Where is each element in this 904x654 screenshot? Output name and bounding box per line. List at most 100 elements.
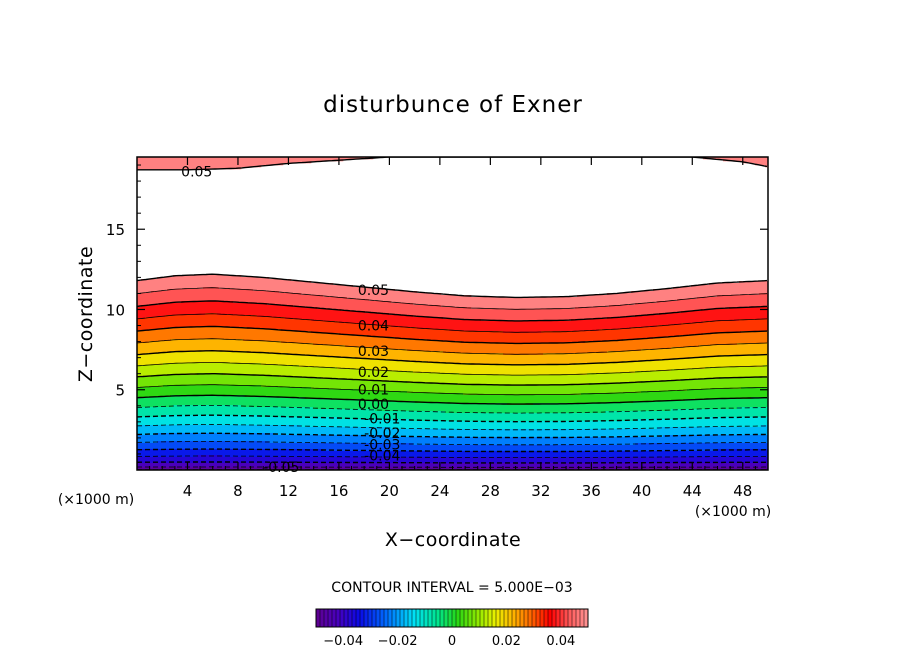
field-cell xyxy=(387,303,389,305)
field-cell xyxy=(265,293,267,295)
field-cell xyxy=(595,309,597,311)
field-cell xyxy=(695,287,697,289)
field-cell xyxy=(295,299,297,301)
field-cell xyxy=(353,313,355,315)
field-cell xyxy=(755,289,757,291)
field-cell xyxy=(431,311,433,313)
field-cell xyxy=(231,293,233,295)
field-cell xyxy=(617,311,619,313)
field-cell xyxy=(259,297,261,299)
field-cell xyxy=(449,299,451,301)
field-cell xyxy=(561,305,563,307)
field-cell xyxy=(365,301,367,303)
field-cell xyxy=(145,313,147,315)
field-cell xyxy=(441,307,443,309)
field-cell xyxy=(233,159,235,161)
field-cell xyxy=(195,309,197,311)
field-cell xyxy=(651,305,653,307)
field-cell xyxy=(493,301,495,303)
field-cell xyxy=(727,289,729,291)
field-cell xyxy=(573,313,575,315)
field-cell xyxy=(291,289,293,291)
field-cell xyxy=(545,309,547,311)
field-cell xyxy=(381,303,383,305)
field-cell xyxy=(161,307,163,309)
field-cell xyxy=(323,297,325,299)
field-cell xyxy=(379,307,381,309)
field-cell xyxy=(169,165,171,167)
field-cell xyxy=(749,283,751,285)
field-cell xyxy=(217,289,219,291)
field-cell xyxy=(545,313,547,315)
field-cell xyxy=(259,281,261,283)
field-cell xyxy=(213,297,215,299)
field-cell xyxy=(367,301,369,303)
field-cell xyxy=(429,299,431,301)
field-cell xyxy=(153,309,155,311)
field-cell xyxy=(257,311,259,313)
field-cell xyxy=(267,283,269,285)
field-cell xyxy=(245,299,247,301)
field-cell xyxy=(303,285,305,287)
field-cell xyxy=(161,309,163,311)
field-cell xyxy=(527,305,529,307)
field-cell xyxy=(687,291,689,293)
field-cell xyxy=(647,307,649,309)
field-cell xyxy=(405,309,407,311)
field-cell xyxy=(543,301,545,303)
field-cell xyxy=(719,287,721,289)
field-cell xyxy=(233,163,235,165)
field-cell xyxy=(653,291,655,293)
field-cell xyxy=(309,285,311,287)
field-cell xyxy=(665,291,667,293)
field-cell xyxy=(305,287,307,289)
field-cell xyxy=(485,309,487,311)
field-cell xyxy=(241,159,243,161)
field-cell xyxy=(231,281,233,283)
field-cell xyxy=(723,305,725,307)
field-cell xyxy=(635,297,637,299)
field-cell xyxy=(689,313,691,315)
field-cell xyxy=(139,287,141,289)
field-cell xyxy=(185,311,187,313)
field-cell xyxy=(309,303,311,305)
field-cell xyxy=(207,277,209,279)
field-cell xyxy=(673,293,675,295)
field-cell xyxy=(321,311,323,313)
field-cell xyxy=(189,291,191,293)
field-cell xyxy=(327,293,329,295)
field-cell xyxy=(757,301,759,303)
field-cell xyxy=(603,313,605,315)
field-cell xyxy=(343,299,345,301)
field-cell xyxy=(633,301,635,303)
field-cell xyxy=(445,311,447,313)
field-cell xyxy=(317,289,319,291)
field-cell xyxy=(143,289,145,291)
field-cell xyxy=(331,297,333,299)
field-cell xyxy=(349,289,351,291)
field-cell xyxy=(173,283,175,285)
field-cell xyxy=(505,303,507,305)
field-cell xyxy=(735,311,737,313)
field-cell xyxy=(157,305,159,307)
field-cell xyxy=(487,299,489,301)
field-cell xyxy=(495,301,497,303)
field-cell xyxy=(645,311,647,313)
field-cell xyxy=(147,301,149,303)
field-cell xyxy=(667,293,669,295)
field-cell xyxy=(709,291,711,293)
field-cell xyxy=(233,289,235,291)
field-cell xyxy=(661,293,663,295)
field-cell xyxy=(617,307,619,309)
field-cell xyxy=(759,159,761,161)
field-cell xyxy=(165,295,167,297)
field-cell xyxy=(641,305,643,307)
field-cell xyxy=(413,295,415,297)
field-cell xyxy=(647,303,649,305)
field-cell xyxy=(531,305,533,307)
field-cell xyxy=(707,311,709,313)
field-cell xyxy=(727,309,729,311)
field-cell xyxy=(657,307,659,309)
field-cell xyxy=(503,301,505,303)
field-cell xyxy=(139,311,141,313)
